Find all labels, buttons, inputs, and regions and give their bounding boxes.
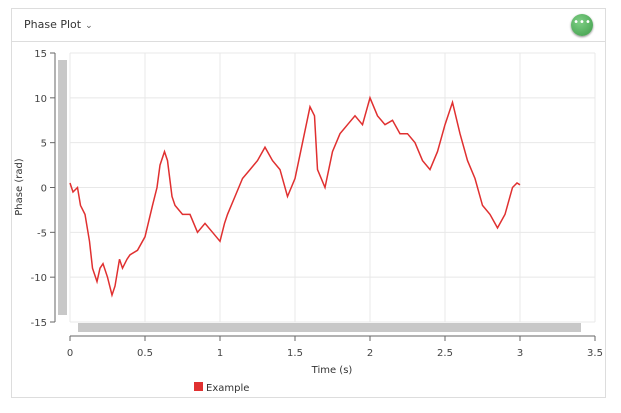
- x-tick-label: 1.5: [287, 348, 303, 359]
- chart-title-dropdown[interactable]: Phase Plot ⌄: [24, 18, 93, 31]
- chart-card: Phase Plot ⌄ •••: [11, 8, 606, 398]
- x-axis-label: Time (s): [311, 365, 353, 376]
- vertical-scrollbar[interactable]: [58, 60, 67, 315]
- x-tick-label: 2: [367, 348, 373, 359]
- x-tick-label: 3: [517, 348, 523, 359]
- y-tick-label: 10: [34, 94, 47, 105]
- legend-swatch: [194, 382, 203, 391]
- y-tick-label: -5: [37, 228, 47, 239]
- x-tick-label: 1: [217, 348, 223, 359]
- y-tick-label: -10: [31, 273, 47, 284]
- x-tick-label: 2.5: [437, 348, 453, 359]
- series-line-example: [69, 95, 521, 298]
- chart-title: Phase Plot: [24, 18, 82, 31]
- y-tick-label: -15: [31, 318, 47, 329]
- x-tick-label: 0: [67, 348, 73, 359]
- chevron-down-icon: ⌄: [85, 21, 93, 31]
- x-tick-label: 0.5: [137, 348, 153, 359]
- ellipsis-icon[interactable]: •••: [571, 14, 593, 36]
- y-tick-label: 0: [41, 184, 47, 195]
- horizontal-scrollbar[interactable]: [78, 323, 581, 332]
- x-tick-label: 3.5: [587, 348, 603, 359]
- y-tick-label: 5: [41, 139, 47, 150]
- y-axis-label: Phase (rad): [14, 158, 25, 216]
- card-header: Phase Plot ⌄ •••: [12, 9, 605, 42]
- legend-label: Example: [206, 383, 249, 394]
- y-tick-label: 15: [34, 49, 47, 60]
